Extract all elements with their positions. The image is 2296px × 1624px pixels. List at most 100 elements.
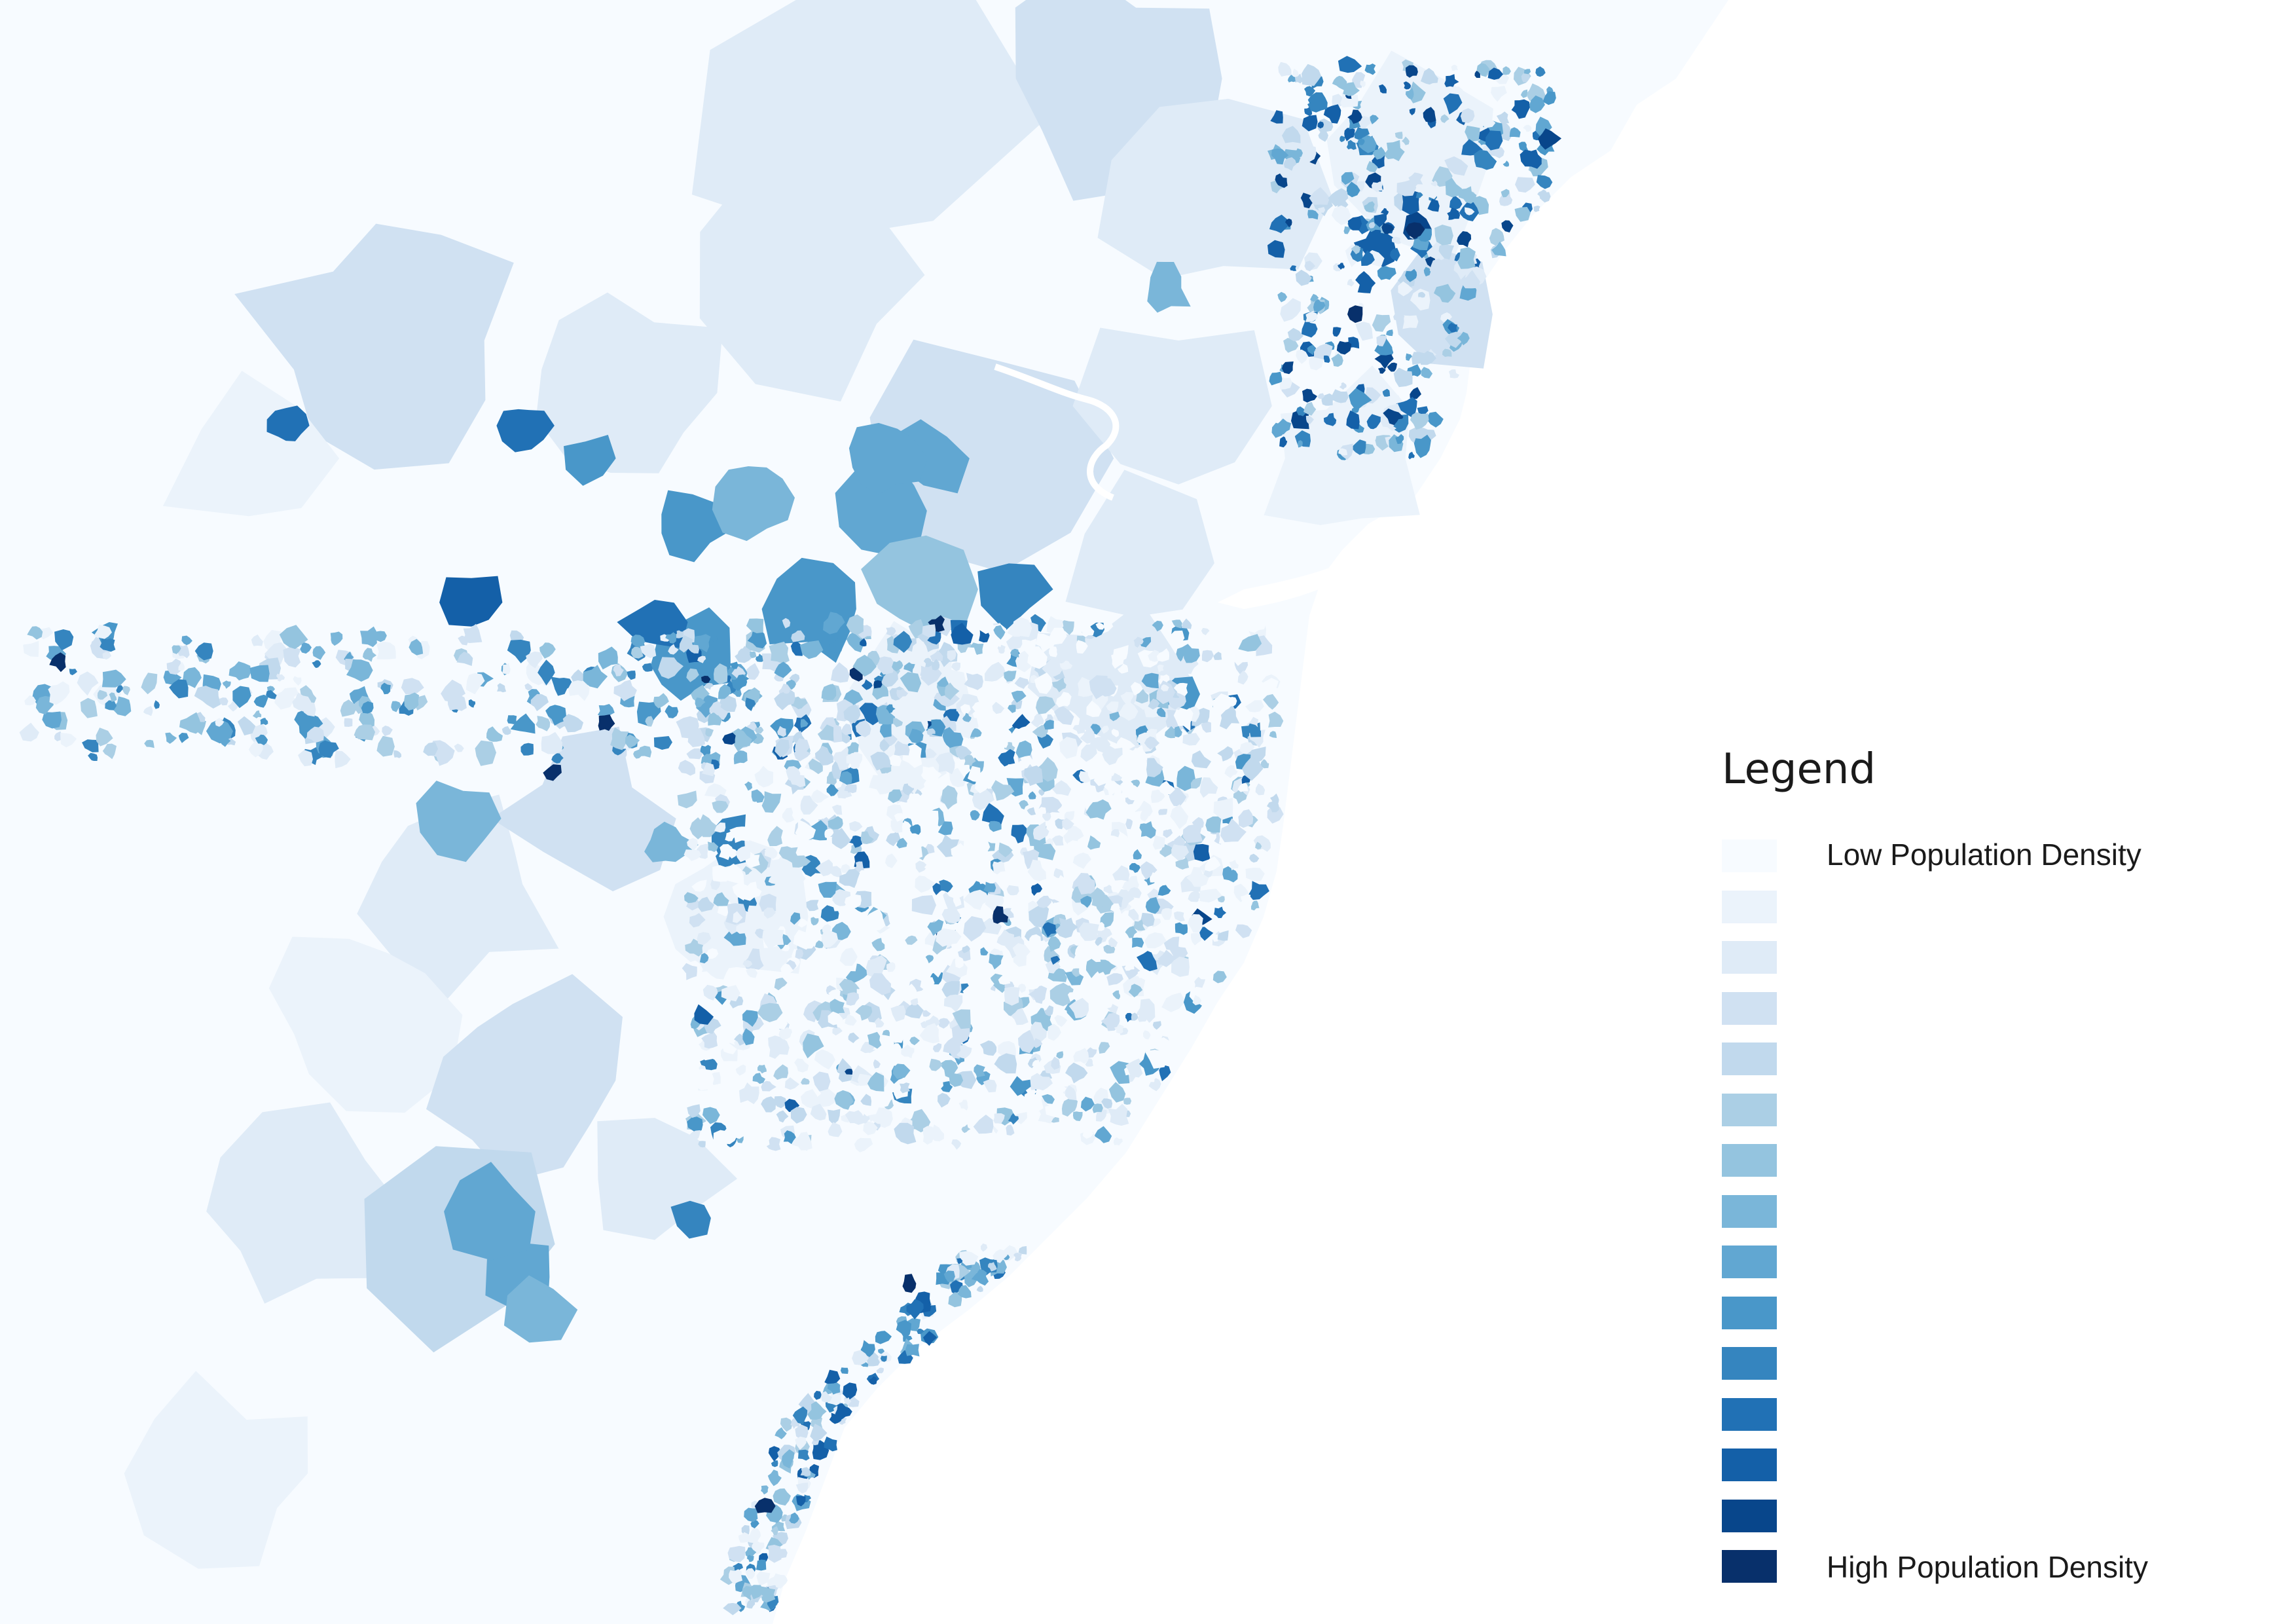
urban-block [1199,777,1218,798]
urban-block [828,1011,843,1025]
urban-block [380,682,391,695]
urban-block [1027,859,1047,881]
harbour-inlet [1218,563,1349,609]
urban-block [1377,367,1386,374]
rural-region [869,339,1114,572]
urban-block [943,994,963,1012]
urban-block [1457,231,1472,248]
legend-swatch-7 [1722,1144,1777,1177]
urban-block [773,1573,788,1589]
urban-block [894,741,910,756]
urban-block [920,977,935,991]
urban-block [793,929,813,950]
urban-block [1175,922,1188,935]
urban-block [1201,720,1211,733]
urban-block [908,619,924,638]
urban-block [867,1049,877,1060]
urban-block [1140,861,1157,880]
urban-block [873,1059,881,1069]
urban-block [949,767,966,788]
urban-block [266,690,277,699]
suburb-region [444,1162,536,1261]
urban-block [963,889,990,910]
urban-block [790,912,801,925]
urban-block [1199,889,1222,903]
urban-block [1027,807,1036,815]
urban-block [610,727,629,750]
urban-block [562,734,581,754]
urban-block [562,714,584,733]
urban-block [801,1142,811,1151]
urban-block [1161,684,1169,692]
urban-block [1443,93,1463,115]
urban-block [1008,705,1016,713]
urban-block [892,718,903,728]
urban-block [1362,428,1377,444]
urban-block [761,1485,769,1495]
urban-block [237,716,256,736]
urban-block [530,693,549,711]
urban-block [1304,261,1315,272]
urban-block [1339,382,1347,390]
urban-block [1050,955,1061,965]
urban-block [1045,1105,1062,1118]
urban-block [1146,758,1163,777]
urban-block [1294,73,1303,84]
urban-block [1112,851,1127,864]
urban-block [1314,343,1333,360]
urban-block [970,728,982,737]
urban-block [154,700,160,709]
urban-block [1410,412,1429,430]
urban-block [886,704,896,714]
urban-block [885,853,898,868]
suburb-region [496,409,555,452]
peak-density-block [993,906,1008,924]
urban-block [1158,809,1168,815]
urban-block [1176,766,1195,791]
urban-block [843,704,861,724]
urban-block [1112,865,1130,881]
urban-block [814,940,824,948]
urban-block [843,1382,858,1401]
urban-block [871,1133,883,1143]
urban-block [1132,937,1144,948]
urban-block [252,710,262,718]
urban-block [165,732,177,744]
urban-block [303,701,316,717]
urban-block [745,1547,757,1558]
urban-block [972,613,994,635]
urban-block [896,688,909,699]
urban-block [300,642,312,654]
urban-block [1406,353,1413,361]
urban-block [1171,619,1182,629]
suburb-region [761,557,856,663]
urban-block [765,911,780,927]
urban-block [1270,793,1279,806]
urban-block [1339,136,1345,142]
urban-block [1169,630,1185,649]
urban-block [1406,65,1418,78]
urban-block [687,728,705,747]
urban-block [109,692,117,702]
urban-block [255,734,268,745]
urban-block [844,783,857,794]
urban-block [1514,207,1531,222]
urban-block [1235,924,1252,938]
urban-block [23,640,39,657]
urban-block [1125,926,1138,938]
urban-block [752,1540,765,1555]
urban-block [1127,887,1142,900]
urban-block [1515,177,1535,193]
legend-swatch-5 [1722,1043,1777,1075]
urban-block [401,678,424,695]
urban-block [795,1436,807,1450]
urban-block [1287,327,1303,342]
urban-block [1410,288,1430,311]
legend-swatch-12 [1722,1397,1777,1431]
urban-block [1133,849,1142,860]
urban-block [1112,645,1129,662]
urban-block [1144,1050,1169,1069]
legend-swatch-11 [1722,1347,1777,1380]
urban-block [1219,705,1240,729]
urban-block [829,1412,843,1424]
